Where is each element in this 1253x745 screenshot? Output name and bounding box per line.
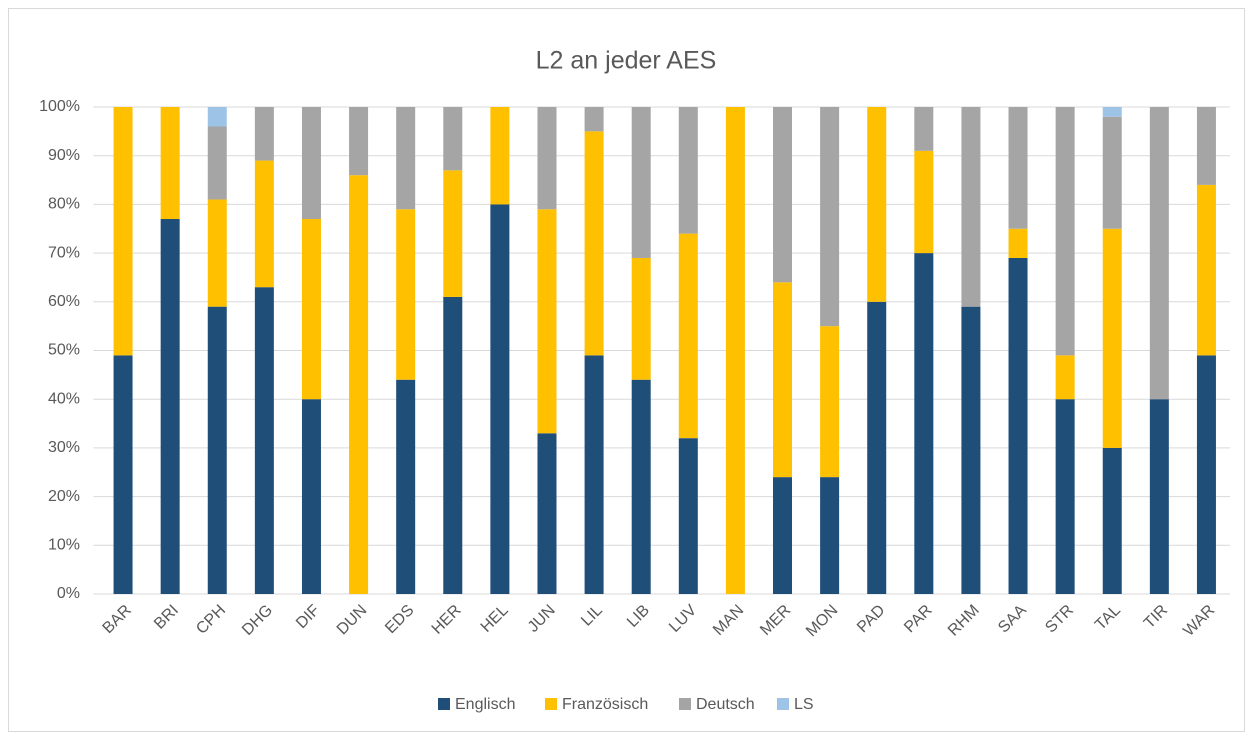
legend-label: Französisch <box>562 696 648 713</box>
bar-segment <box>1008 257 1028 594</box>
bar-segment <box>301 399 321 594</box>
y-tick-label: 100% <box>39 98 80 115</box>
bar-segment <box>1102 447 1122 594</box>
bar-segment <box>113 107 133 356</box>
bar-segment <box>207 199 227 307</box>
bar-segment <box>443 107 463 171</box>
bar-segment <box>725 107 745 594</box>
bar-segment <box>631 257 651 380</box>
bar-segment <box>961 107 981 307</box>
bar-segment <box>914 150 934 254</box>
bar-segment <box>1102 107 1122 117</box>
bar-segment <box>490 204 510 594</box>
bar-segment <box>1055 355 1075 400</box>
y-tick-label: 40% <box>48 390 80 407</box>
bar-segment <box>537 433 557 594</box>
y-tick-label: 50% <box>48 342 80 359</box>
bar-segment <box>349 175 369 594</box>
y-tick-label: 20% <box>48 488 80 505</box>
bar-segment <box>396 379 416 594</box>
bar-segment <box>160 107 180 220</box>
bar-segment <box>1196 355 1216 594</box>
bar-segment <box>254 287 274 594</box>
bar-segment <box>914 107 934 151</box>
legend-label: Deutsch <box>696 696 755 713</box>
bar-segment <box>584 131 604 356</box>
bar-segment <box>301 107 321 220</box>
bar-segment <box>1008 228 1028 258</box>
bar-segment <box>1149 107 1169 400</box>
bar-segment <box>254 160 274 288</box>
bar-segment <box>537 209 557 434</box>
bar-segment <box>254 107 274 161</box>
legend-swatch <box>545 698 557 710</box>
bar-segment <box>1055 399 1075 594</box>
bar-segment <box>396 209 416 380</box>
bar-segment <box>301 219 321 400</box>
legend-swatch <box>777 698 789 710</box>
bar-segment <box>443 170 463 297</box>
bar-segment <box>631 379 651 594</box>
legend-label: Englisch <box>455 696 515 713</box>
bar-segment <box>820 326 840 478</box>
bar-segment <box>773 107 793 283</box>
bar-segment <box>1055 107 1075 356</box>
bar-segment <box>867 301 887 594</box>
y-tick-label: 60% <box>48 293 80 310</box>
legend-swatch <box>679 698 691 710</box>
bar-segment <box>678 438 698 594</box>
y-tick-label: 30% <box>48 439 80 456</box>
bar-segment <box>914 253 934 594</box>
bar-segment <box>443 296 463 594</box>
y-tick-label: 10% <box>48 537 80 554</box>
bar-segment <box>820 477 840 594</box>
bar-segment <box>678 107 698 234</box>
bar-segment <box>1102 116 1122 229</box>
bar-segment <box>1149 399 1169 594</box>
bar-segment <box>584 355 604 594</box>
bar-segment <box>820 107 840 327</box>
bar-segment <box>773 282 793 478</box>
bar-segment <box>678 233 698 439</box>
bar-segment <box>490 107 510 205</box>
bar-segment <box>537 107 557 210</box>
bar-segment <box>631 107 651 258</box>
bar-segment <box>349 107 369 176</box>
y-tick-label: 80% <box>48 196 80 213</box>
legend-swatch <box>438 698 450 710</box>
bar-segment <box>1102 228 1122 448</box>
bar-segment <box>1196 107 1216 185</box>
chart-title: L2 an jeder AES <box>536 47 717 75</box>
bar-segment <box>207 126 227 200</box>
legend-label: LS <box>794 696 814 713</box>
y-tick-label: 90% <box>48 147 80 164</box>
bar-segment <box>1008 107 1028 229</box>
bar-segment <box>584 107 604 132</box>
y-tick-label: 70% <box>48 244 80 261</box>
bar-segment <box>207 107 227 127</box>
bar-segment <box>867 107 887 302</box>
bar-segment <box>113 355 133 594</box>
y-tick-label: 0% <box>57 585 80 602</box>
bar-segment <box>396 107 416 210</box>
bar-segment <box>207 306 227 594</box>
bar-segment <box>773 477 793 594</box>
bar-segment <box>160 219 180 594</box>
bar-segment <box>1196 184 1216 356</box>
bar-segment <box>961 306 981 594</box>
